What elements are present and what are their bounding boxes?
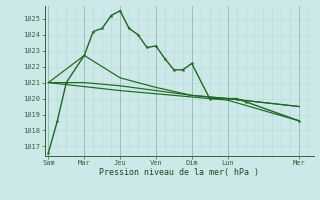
X-axis label: Pression niveau de la mer( hPa ): Pression niveau de la mer( hPa ) [99, 168, 259, 177]
